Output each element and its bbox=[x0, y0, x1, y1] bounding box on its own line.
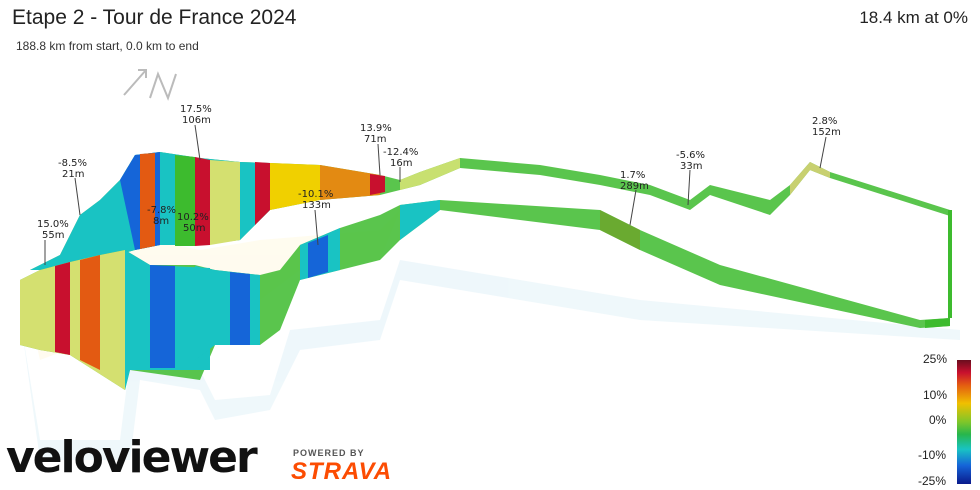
gradient-annotation: -8.5% 21m bbox=[58, 158, 87, 216]
annotation-line: 2.8% bbox=[812, 116, 837, 127]
gradient-annotation: -12.4% 16m bbox=[383, 147, 418, 182]
gradient-annotation: -5.6% 33m bbox=[676, 150, 705, 206]
legend-tick: 10% bbox=[923, 388, 948, 402]
annotation-line: -7.8% bbox=[147, 205, 176, 216]
annotation-line: 8m bbox=[153, 216, 169, 227]
gradient-annotation: 1.7% 289m bbox=[620, 170, 649, 226]
annotation-line: 21m bbox=[62, 169, 84, 180]
powered-by-label: POWERED BY bbox=[293, 448, 365, 458]
annotation-line: 106m bbox=[182, 115, 211, 126]
gradient-annotation: 15.0% 55m bbox=[37, 219, 69, 265]
annotation-line: 55m bbox=[42, 230, 64, 241]
annotation-line: 17.5% bbox=[180, 104, 212, 115]
annotation-line: 15.0% bbox=[37, 219, 69, 230]
annotation-line: 133m bbox=[302, 200, 331, 211]
position-readout: 188.8 km from start, 0.0 km to end bbox=[16, 39, 199, 53]
page-title: Etape 2 - Tour de France 2024 bbox=[12, 6, 297, 29]
annotation-line: 10.2% bbox=[177, 212, 209, 223]
annotation-line: 13.9% bbox=[360, 123, 392, 134]
gradient-annotation: -10.1% 133m bbox=[298, 189, 333, 246]
logo-text: velo bbox=[6, 432, 104, 483]
strava-logo[interactable]: STRAVA bbox=[291, 458, 393, 485]
legend-tick: 25% bbox=[923, 352, 948, 366]
veloviewer-logo[interactable]: veloviewer bbox=[6, 432, 258, 483]
profile-ribbon-far bbox=[30, 152, 950, 270]
annotation-line: -5.6% bbox=[676, 150, 705, 161]
legend-tick: -25% bbox=[918, 474, 947, 488]
annotation-line: 16m bbox=[390, 158, 412, 169]
annotation-line: -8.5% bbox=[58, 158, 87, 169]
gradient-annotation: 13.9% 71m bbox=[360, 123, 392, 176]
legend-tick: 0% bbox=[929, 413, 947, 427]
annotation-line: 152m bbox=[812, 127, 841, 138]
annotation-line: 50m bbox=[183, 223, 205, 234]
gradient-annotation: 17.5% 106m bbox=[180, 104, 212, 161]
gradient-color-bar bbox=[957, 360, 971, 484]
segment-stat: 18.4 km at 0% bbox=[859, 8, 968, 27]
annotation-line: -10.1% bbox=[298, 189, 333, 200]
annotation-line: 33m bbox=[680, 161, 702, 172]
profile-ribbon-near bbox=[20, 200, 952, 390]
logo-text: viewer bbox=[101, 432, 258, 483]
annotation-line: 289m bbox=[620, 181, 649, 192]
north-arrow-icon bbox=[123, 69, 177, 101]
gradient-annotation: -7.8% 8m bbox=[147, 205, 176, 227]
gradient-annotation: 10.2% 50m bbox=[177, 212, 209, 234]
legend-tick: -10% bbox=[918, 448, 947, 462]
annotation-line: 1.7% bbox=[620, 170, 645, 181]
annotation-line: 71m bbox=[364, 134, 386, 145]
annotation-line: -12.4% bbox=[383, 147, 418, 158]
gradient-annotation: 2.8% 152m bbox=[812, 116, 841, 169]
